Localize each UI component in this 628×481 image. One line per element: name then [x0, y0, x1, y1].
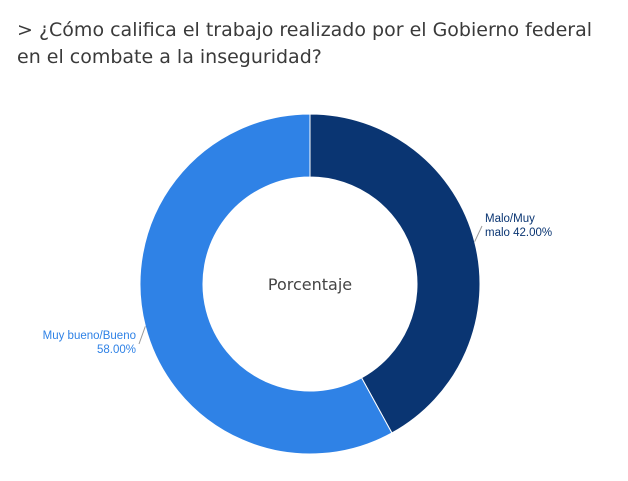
donut-slices: [139, 113, 481, 455]
leader-line: [474, 225, 483, 242]
donut-slice-bueno[interactable]: [139, 113, 393, 455]
data-label-malo: Malo/Muy malo 42.00%: [485, 213, 552, 239]
donut-slice-malo[interactable]: [309, 113, 481, 434]
slice-labels: Malo/Muy malo 42.00% Muy bueno/Bueno 58.00%: [43, 213, 552, 356]
leader-lines: [138, 225, 483, 345]
leader-line: [138, 326, 146, 345]
chart-title: > ¿Cómo califica el trabajo realizado po…: [17, 19, 593, 68]
data-label-bueno: Muy bueno/Bueno 58.00%: [43, 330, 136, 356]
data-label-line: Malo/Muy: [485, 213, 535, 225]
center-label: Porcentaje: [268, 275, 352, 294]
data-label-line: Muy bueno/Bueno: [43, 330, 136, 342]
data-label-line: malo 42.00%: [485, 227, 552, 239]
data-label-line: 58.00%: [97, 344, 136, 356]
